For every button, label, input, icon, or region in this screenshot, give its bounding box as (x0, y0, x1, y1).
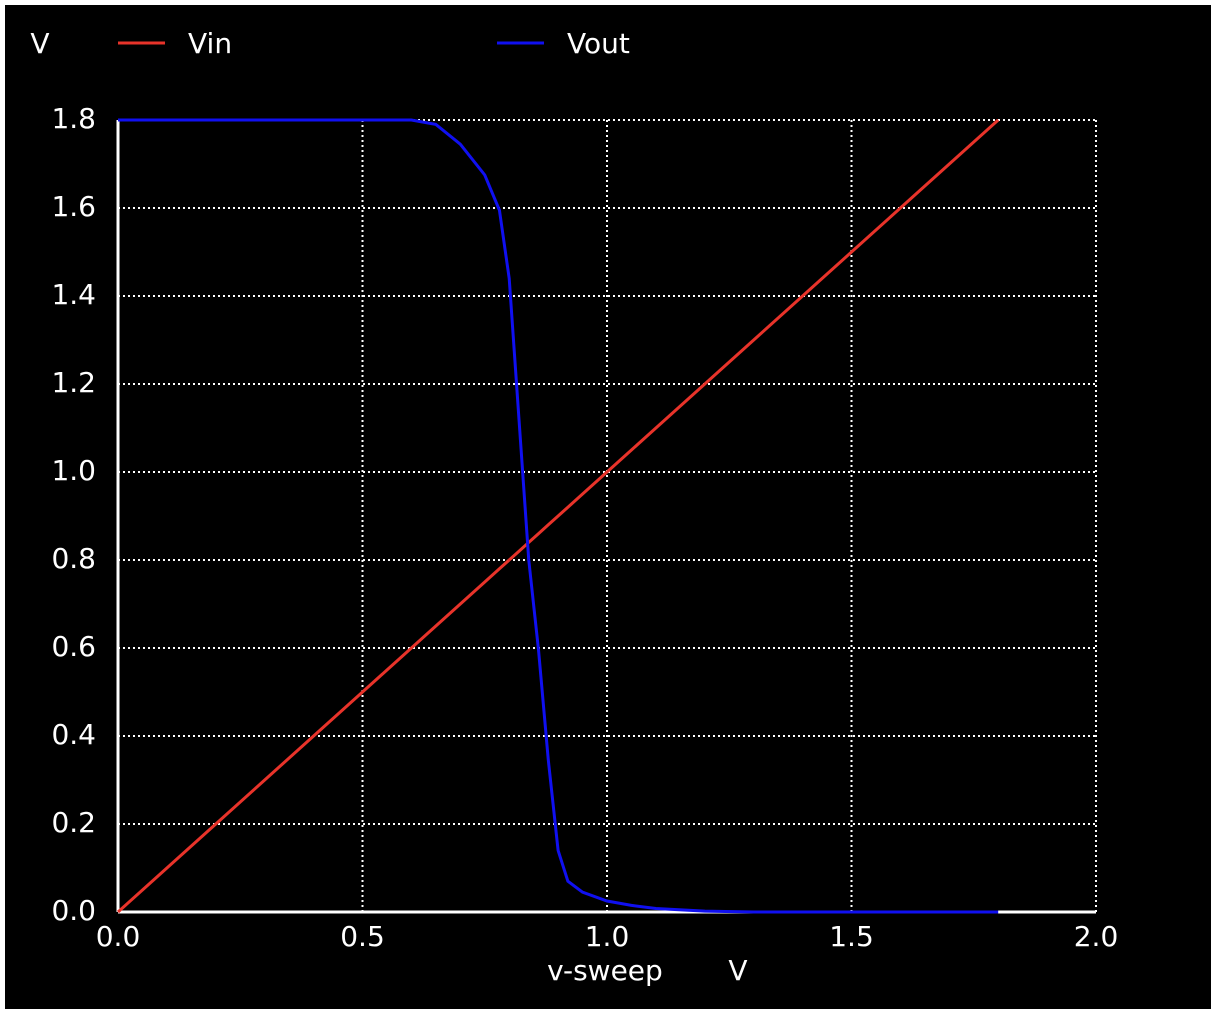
legend-label: Vout (567, 27, 630, 60)
y-tick-label: 1.2 (51, 366, 96, 399)
y-tick-label: 1.6 (51, 190, 96, 223)
y-tick-label: 0.0 (51, 894, 96, 927)
x-tick-label: 2.0 (1074, 920, 1119, 953)
x-tick-label: 1.5 (829, 920, 874, 953)
line-series (116, 118, 1000, 914)
y-tick-label: 0.2 (51, 806, 96, 839)
legend-label: Vin (188, 27, 232, 60)
x-axis-label: v-sweep (547, 954, 663, 987)
y-tick-label: 0.6 (51, 630, 96, 663)
y-unit-label: V (30, 27, 49, 60)
x-unit-label: V (728, 954, 747, 987)
x-tick-label: 0.5 (340, 920, 385, 953)
x-tick-label: 1.0 (585, 920, 630, 953)
y-tick-label: 0.8 (51, 542, 96, 575)
y-tick-label: 1.0 (51, 454, 96, 487)
y-tick-label: 1.4 (51, 278, 96, 311)
y-tick-label: 0.4 (51, 718, 96, 751)
y-tick-label: 1.8 (51, 102, 96, 135)
x-tick-label: 0.0 (96, 920, 141, 953)
line-series (118, 118, 999, 914)
